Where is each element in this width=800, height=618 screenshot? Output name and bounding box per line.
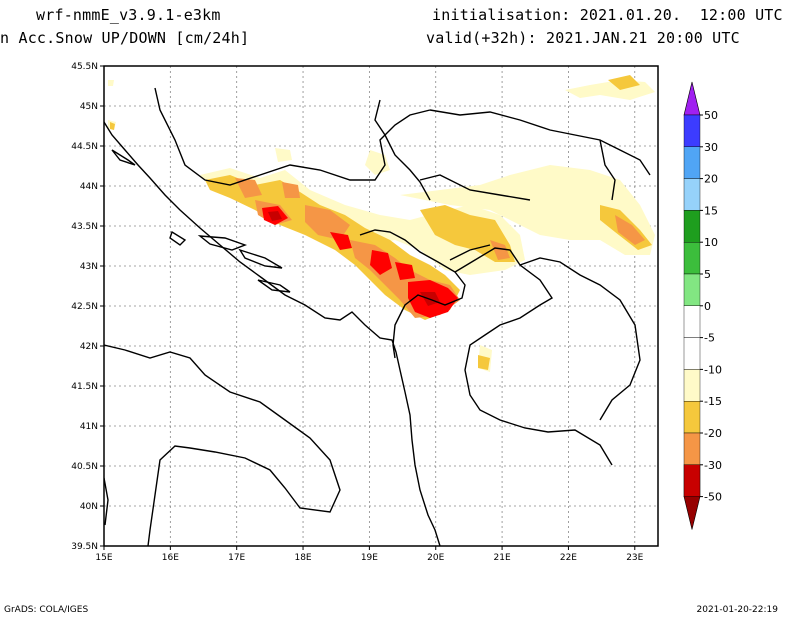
lat-tick-label: 41.5N	[71, 382, 98, 392]
footer-timestamp: 2021-01-20-22:19	[696, 605, 779, 615]
colorbar-swatch	[683, 178, 701, 211]
model-title: wrf-nmmE_v3.9.1-e3km	[36, 6, 221, 24]
colorbar-swatch	[683, 337, 701, 370]
lat-tick-label: 40N	[80, 502, 98, 512]
colorbar-label: 10	[704, 236, 718, 249]
lon-tick-label: 18E	[294, 553, 311, 563]
colorbar-swatch	[683, 464, 701, 497]
coastlines-borders	[104, 87, 651, 546]
lat-tick-label: 45N	[80, 102, 98, 112]
colorbar-label: 20	[704, 173, 718, 186]
lon-tick-label: 20E	[427, 553, 444, 563]
lon-tick-label: 23E	[626, 553, 643, 563]
lon-tick-label: 15E	[95, 553, 112, 563]
colorbar-swatch	[683, 241, 701, 275]
initialisation-time: initialisation: 2021.01.20. 12:00 UTC	[432, 6, 783, 24]
lat-tick-label: 40.5N	[71, 462, 98, 472]
colorbar-label: -15	[704, 395, 722, 408]
colorbar-label: 15	[704, 204, 718, 217]
colorbar-bottom-arrow	[683, 496, 701, 530]
lat-tick-label: 45.5N	[71, 62, 98, 72]
colorbar-label: -5	[704, 332, 715, 345]
colorbar-label: -50	[704, 491, 722, 504]
colorbar-swatch	[683, 210, 701, 243]
colorbar-swatch	[683, 146, 701, 179]
map-gridlines	[103, 65, 658, 547]
colorbar-swatch	[683, 305, 701, 338]
colorbar-swatch	[683, 114, 701, 147]
lon-tick-label: 17E	[228, 553, 245, 563]
colorbar-label: 0	[704, 300, 711, 313]
lat-tick-label: 43N	[80, 262, 98, 272]
variable-title: n Acc.Snow UP/DOWN [cm/24h]	[0, 29, 250, 47]
lon-tick-label: 16E	[162, 553, 179, 563]
colorbar-swatch	[683, 273, 701, 306]
lat-tick-label: 39.5N	[71, 542, 98, 552]
colorbar-top-arrow	[683, 81, 701, 116]
lat-tick-label: 44N	[80, 182, 98, 192]
lat-tick-label: 42.5N	[71, 302, 98, 312]
valid-time: valid(+32h): 2021.JAN.21 20:00 UTC	[426, 29, 740, 47]
colorbar-swatch	[683, 401, 701, 434]
latitude-ticks: 45.5N 45N 44.5N 44N 43.5N 43N 42.5N 42N 41.5N 41N…	[71, 62, 104, 552]
longitude-ticks: 15E 16E 17E 18E 19E 20E 21E 22E 23E	[95, 546, 644, 563]
colorbar-swatch	[683, 369, 701, 402]
colorbar-swatch	[683, 432, 701, 465]
colorbar-label: -10	[704, 363, 722, 376]
colorbar-label: -30	[704, 459, 722, 472]
footer-credit: GrADS: COLA/IGES	[4, 605, 89, 615]
lon-tick-label: 19E	[361, 553, 378, 563]
lon-tick-label: 21E	[494, 553, 511, 563]
lon-tick-label: 22E	[560, 553, 577, 563]
lat-tick-label: 41N	[80, 422, 98, 432]
lat-tick-label: 44.5N	[71, 142, 98, 152]
colorbar-label: 5	[704, 268, 711, 281]
colorbar-label: 50	[704, 109, 718, 122]
lat-tick-label: 42N	[80, 342, 98, 352]
snow-fields	[108, 75, 655, 372]
colorbar-label: 30	[704, 141, 718, 154]
colorbar-label: -20	[704, 427, 722, 440]
lat-tick-label: 43.5N	[71, 222, 98, 232]
